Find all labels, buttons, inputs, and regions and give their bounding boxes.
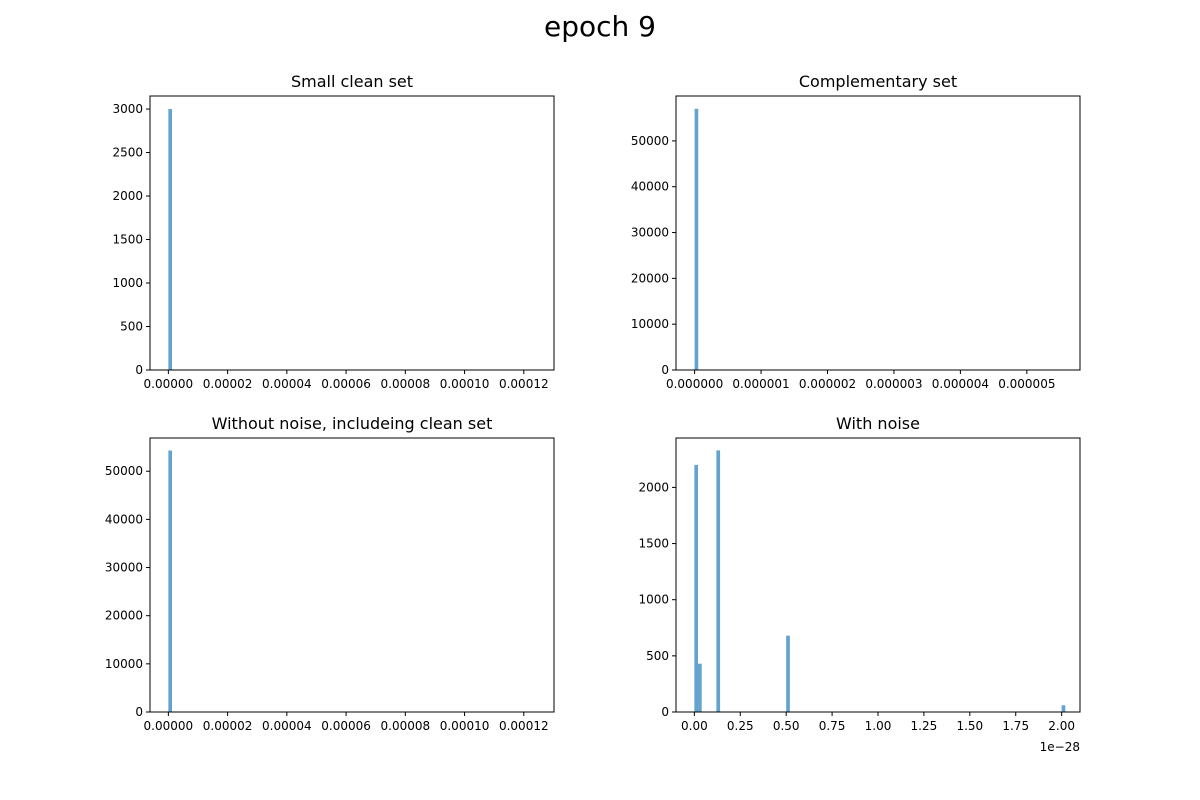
- y-tick-label: 30000: [105, 561, 143, 575]
- x-tick-label: 1.00: [865, 719, 892, 733]
- histogram-bar: [694, 108, 699, 370]
- x-tick-label: 2.00: [1048, 719, 1075, 733]
- y-tick-label: 2000: [638, 480, 669, 494]
- x-tick-label: 0.00008: [381, 377, 431, 391]
- axes-frame: [675, 95, 1081, 371]
- y-tick-label: 10000: [105, 657, 143, 671]
- x-tick-label: 0.00002: [203, 719, 253, 733]
- x-tick-label: 1.75: [1002, 719, 1029, 733]
- y-tick-label: 20000: [105, 609, 143, 623]
- axes-frame: [675, 437, 1081, 713]
- y-tick-label: 1500: [638, 537, 669, 551]
- y-tick-label: 1000: [112, 276, 143, 290]
- y-tick-label: 50000: [631, 134, 669, 148]
- y-tick-label: 40000: [631, 180, 669, 194]
- x-offset-label: 1e−28: [1040, 740, 1080, 754]
- panel-title: With noise: [836, 414, 920, 433]
- x-tick-label: 0.000005: [998, 377, 1055, 391]
- histogram-panel-2: Complementary set 0.000000 0.000001 0.00000…: [631, 72, 1081, 391]
- y-tick-label: 500: [646, 649, 669, 663]
- y-tick-label: 40000: [105, 512, 143, 526]
- y-tick-label: 1500: [112, 233, 143, 247]
- y-tick-label: 2000: [112, 189, 143, 203]
- histogram-bar: [168, 109, 173, 371]
- y-tick-label: 0: [135, 363, 143, 377]
- x-tick-label: 0.00000: [144, 719, 194, 733]
- y-tick-label: 3000: [112, 102, 143, 116]
- y-tick-label: 20000: [631, 271, 669, 285]
- x-tick-label: 1.25: [911, 719, 938, 733]
- x-tick-label: 0.000000: [666, 377, 723, 391]
- x-tick-label: 0.000003: [865, 377, 922, 391]
- panel-title: Without noise, includeing clean set: [212, 414, 493, 433]
- x-tick-label: 0.00006: [321, 377, 371, 391]
- x-tick-label: 1.50: [956, 719, 983, 733]
- y-tick-label: 2500: [112, 146, 143, 160]
- histogram-panel-3: Without noise, includeing clean set 0.000…: [105, 414, 555, 733]
- x-tick-label: 0.00012: [499, 719, 549, 733]
- histogram-panel-1: Small clean set 0.00000 0.00002 0.00004 0.00…: [112, 72, 555, 391]
- panel-title: Small clean set: [291, 72, 413, 91]
- y-tick-label: 0: [135, 705, 143, 719]
- x-tick-label: 0.00004: [262, 719, 312, 733]
- x-tick-label: 0.00: [681, 719, 708, 733]
- x-tick-label: 0.00006: [321, 719, 371, 733]
- x-tick-label: 0.000001: [732, 377, 789, 391]
- y-tick-label: 50000: [105, 464, 143, 478]
- x-tick-label: 0.00008: [381, 719, 431, 733]
- y-tick-label: 1000: [638, 593, 669, 607]
- x-tick-label: 0.50: [773, 719, 800, 733]
- y-tick-label: 0: [661, 705, 669, 719]
- histogram-bar: [786, 635, 790, 712]
- y-tick-label: 30000: [631, 226, 669, 240]
- x-tick-label: 0.00000: [144, 377, 194, 391]
- x-tick-label: 0.000002: [799, 377, 856, 391]
- figure-title: epoch 9: [544, 10, 656, 43]
- x-tick-label: 0.000004: [932, 377, 989, 391]
- x-tick-label: 0.00002: [203, 377, 253, 391]
- x-tick-label: 0.00012: [499, 377, 549, 391]
- histogram-bar: [694, 464, 699, 712]
- panel-title: Complementary set: [799, 72, 957, 91]
- x-tick-label: 0.00004: [262, 377, 312, 391]
- x-tick-label: 0.00010: [440, 719, 490, 733]
- axes-frame: [149, 95, 555, 371]
- histogram-bar: [1061, 705, 1066, 712]
- y-tick-label: 0: [661, 363, 669, 377]
- histogram-bar: [716, 450, 721, 712]
- histogram-bar: [168, 450, 173, 712]
- axes-frame: [149, 437, 555, 713]
- y-tick-label: 10000: [631, 317, 669, 331]
- x-tick-label: 0.25: [727, 719, 754, 733]
- histogram-bar: [698, 663, 702, 712]
- histogram-panel-4: With noise 0.00 0.25 0.50 0.75 1.00 1.25 1.50 1.…: [638, 414, 1081, 754]
- x-tick-label: 0.75: [819, 719, 846, 733]
- y-tick-label: 500: [120, 320, 143, 334]
- x-tick-label: 0.00010: [440, 377, 490, 391]
